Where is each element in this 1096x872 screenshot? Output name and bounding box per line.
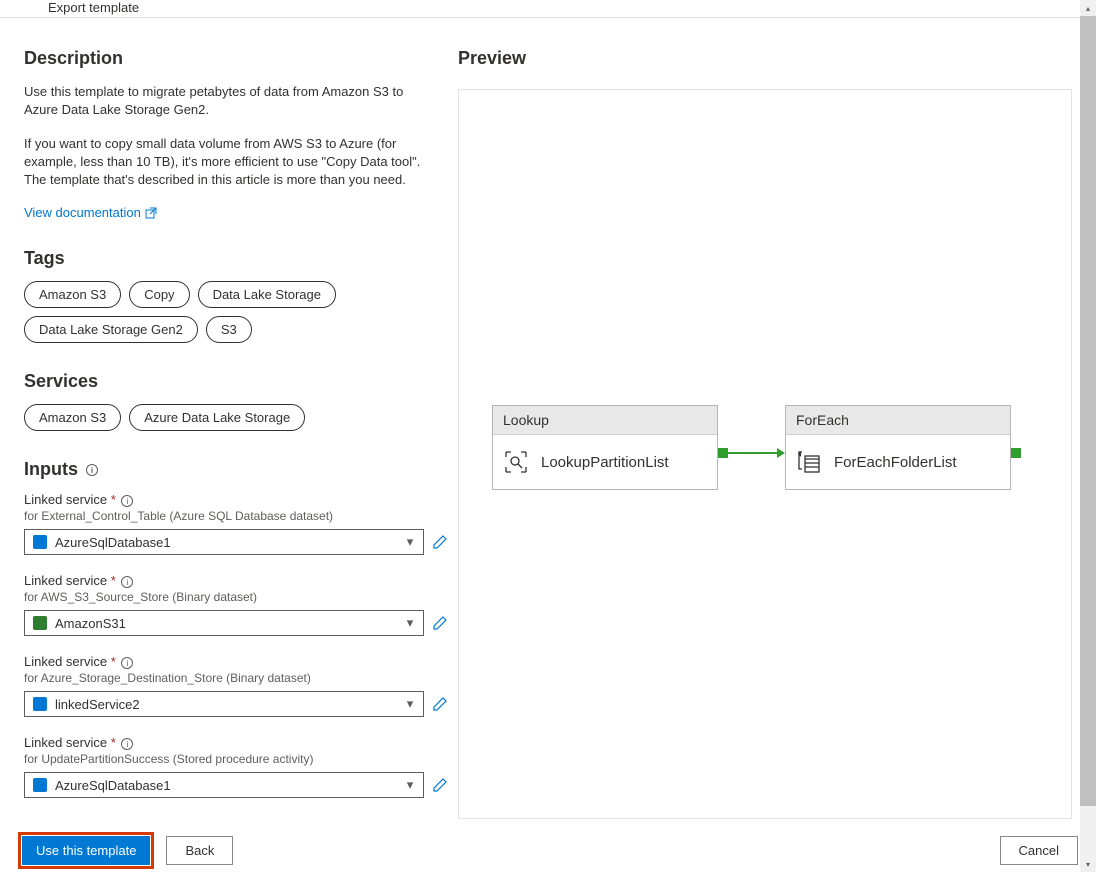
- pipeline-node-foreach[interactable]: ForEach ForEachFolderList: [785, 405, 1011, 490]
- node-header-foreach: ForEach: [786, 406, 1010, 435]
- linked-service-field-1: Linked service * i for AWS_S3_Source_Sto…: [24, 573, 454, 636]
- linked-service-select-3[interactable]: AzureSqlDatabase1 ▾: [24, 772, 424, 798]
- highlight-box: Use this template: [18, 832, 154, 869]
- linked-service-select-1[interactable]: AmazonS31 ▾: [24, 610, 424, 636]
- breadcrumb: Export template: [0, 0, 1096, 18]
- inputs-section: Inputs i Linked service * i for External…: [24, 459, 454, 798]
- storage-icon: [33, 697, 47, 711]
- service-adls[interactable]: Azure Data Lake Storage: [129, 404, 305, 431]
- description-para-1: Use this template to migrate petabytes o…: [24, 83, 424, 119]
- back-button[interactable]: Back: [166, 836, 233, 865]
- field-sub-1: for AWS_S3_Source_Store (Binary dataset): [24, 590, 454, 604]
- inputs-title: Inputs i: [24, 459, 454, 480]
- linked-service-field-3: Linked service * i for UpdatePartitionSu…: [24, 735, 454, 798]
- services-section: Services Amazon S3 Azure Data Lake Stora…: [24, 371, 454, 431]
- field-sub-3: for UpdatePartitionSuccess (Stored proce…: [24, 752, 454, 766]
- connector-line: [728, 452, 778, 454]
- tag-s3[interactable]: S3: [206, 316, 252, 343]
- preview-canvas[interactable]: Lookup LookupPartitionList ForEach: [458, 89, 1072, 819]
- view-documentation-link[interactable]: View documentation: [24, 205, 157, 220]
- connector-arrow-icon: [777, 448, 785, 458]
- scroll-up-icon[interactable]: ▴: [1080, 0, 1096, 16]
- chevron-down-icon: ▾: [405, 780, 415, 790]
- lookup-icon: [503, 449, 529, 475]
- vertical-scrollbar[interactable]: ▴ ▾: [1080, 0, 1096, 872]
- external-link-icon: [145, 207, 157, 219]
- linked-service-select-0[interactable]: AzureSqlDatabase1 ▾: [24, 529, 424, 555]
- info-icon[interactable]: i: [121, 657, 133, 669]
- preview-title: Preview: [458, 48, 1072, 69]
- linked-service-field-0: Linked service * i for External_Control_…: [24, 492, 454, 555]
- use-this-template-button[interactable]: Use this template: [22, 836, 150, 865]
- edit-icon[interactable]: [432, 696, 448, 712]
- tag-copy[interactable]: Copy: [129, 281, 189, 308]
- linked-service-select-2[interactable]: linkedService2 ▾: [24, 691, 424, 717]
- info-icon[interactable]: i: [121, 576, 133, 588]
- breadcrumb-item[interactable]: Export template: [48, 0, 139, 15]
- info-icon[interactable]: i: [121, 495, 133, 507]
- node-header-lookup: Lookup: [493, 406, 717, 435]
- service-amazon-s3[interactable]: Amazon S3: [24, 404, 121, 431]
- services-title: Services: [24, 371, 454, 392]
- chevron-down-icon: ▾: [405, 699, 415, 709]
- node-name-foreach: ForEachFolderList: [834, 454, 957, 471]
- tags-title: Tags: [24, 248, 454, 269]
- description-title: Description: [24, 48, 454, 69]
- foreach-icon: [796, 449, 822, 475]
- footer: Use this template Back Cancel: [0, 828, 1096, 872]
- info-icon[interactable]: i: [86, 464, 98, 476]
- pipeline-node-lookup[interactable]: Lookup LookupPartitionList: [492, 405, 718, 490]
- sql-icon: [33, 778, 47, 792]
- connector-start: [718, 448, 728, 458]
- edit-icon[interactable]: [432, 534, 448, 550]
- info-icon[interactable]: i: [121, 738, 133, 750]
- cancel-button[interactable]: Cancel: [1000, 836, 1078, 865]
- left-panel: Description Use this template to migrate…: [24, 18, 454, 828]
- tag-data-lake-storage[interactable]: Data Lake Storage: [198, 281, 336, 308]
- s3-icon: [33, 616, 47, 630]
- linked-service-field-2: Linked service * i for Azure_Storage_Des…: [24, 654, 454, 717]
- edit-icon[interactable]: [432, 777, 448, 793]
- scroll-thumb[interactable]: [1080, 16, 1096, 806]
- preview-panel: Preview Lookup LookupPartitionList ForEa…: [454, 18, 1072, 828]
- description-para-2: If you want to copy small data volume fr…: [24, 135, 424, 189]
- chevron-down-icon: ▾: [405, 618, 415, 628]
- field-sub-0: for External_Control_Table (Azure SQL Da…: [24, 509, 454, 523]
- node-name-lookup: LookupPartitionList: [541, 454, 669, 471]
- tag-amazon-s3[interactable]: Amazon S3: [24, 281, 121, 308]
- chevron-down-icon: ▾: [405, 537, 415, 547]
- field-sub-2: for Azure_Storage_Destination_Store (Bin…: [24, 671, 454, 685]
- sql-icon: [33, 535, 47, 549]
- edit-icon[interactable]: [432, 615, 448, 631]
- tags-section: Tags Amazon S3 Copy Data Lake Storage Da…: [24, 248, 454, 343]
- tag-data-lake-storage-gen2[interactable]: Data Lake Storage Gen2: [24, 316, 198, 343]
- scroll-down-icon[interactable]: ▾: [1080, 856, 1096, 872]
- connector-stub-out: [1011, 448, 1021, 458]
